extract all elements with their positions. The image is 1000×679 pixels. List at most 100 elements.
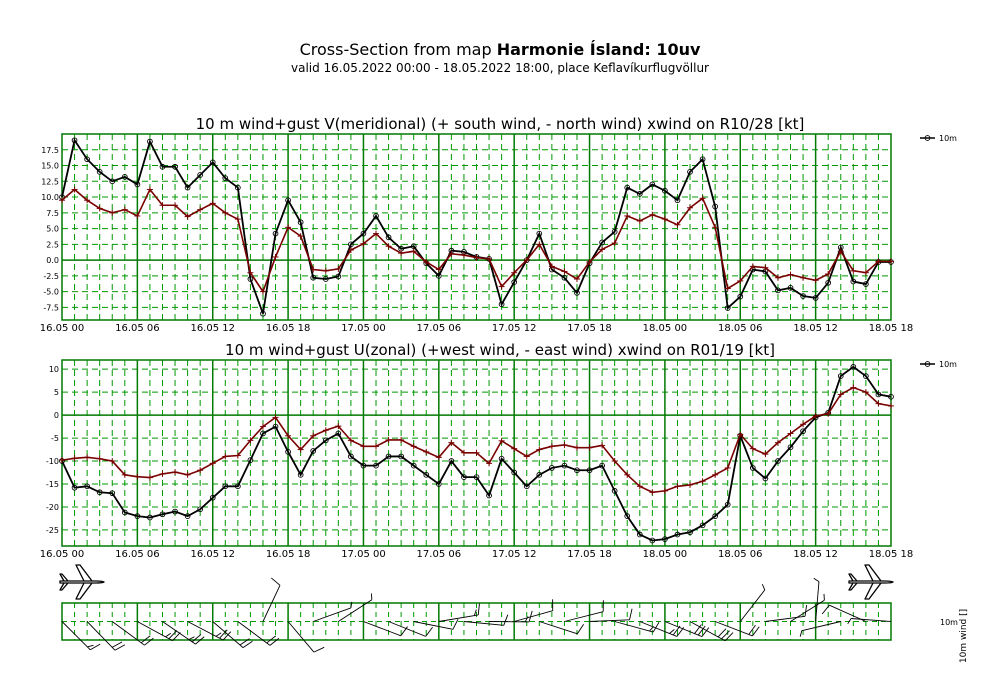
wind-point: [260, 310, 266, 317]
gust-point: [800, 421, 807, 428]
wind-point: [96, 489, 103, 496]
y-tick-label: 0.0: [46, 256, 59, 265]
gust-point: [724, 464, 731, 471]
wind-point: [310, 448, 317, 454]
gust-point: [862, 269, 869, 276]
gust-point: [548, 263, 555, 270]
wind-point: [724, 501, 731, 508]
wind-point: [410, 462, 417, 469]
wind-point: [335, 273, 342, 280]
wind-point: [486, 492, 492, 499]
wind-point: [863, 281, 869, 287]
gust-point: [573, 276, 580, 283]
wind-point: [699, 522, 706, 529]
gust-point: [335, 265, 342, 272]
x-tick-label: 17.05 06: [417, 549, 462, 560]
wind-point: [335, 430, 342, 437]
x-tick-label: 16.05 18: [266, 323, 311, 334]
wind-point: [536, 471, 543, 478]
gust-point: [385, 243, 392, 250]
wind-point: [649, 537, 656, 544]
x-tick-label: 18.05 06: [718, 549, 763, 560]
gust-point: [410, 443, 417, 450]
gust-point: [373, 443, 380, 450]
wind-point: [121, 174, 128, 180]
gust-point: [599, 246, 606, 253]
wind-point: [121, 509, 128, 516]
gust-point: [172, 202, 179, 209]
wind-point: [687, 529, 693, 536]
gust-point: [473, 449, 480, 456]
wind-barb: [589, 608, 633, 622]
wind-point: [197, 506, 204, 513]
gust-point: [259, 288, 266, 295]
wind-barb: [714, 621, 760, 637]
gust-point: [96, 205, 103, 212]
wind-barb: [137, 621, 181, 642]
wind-point: [260, 430, 266, 437]
gust-point: [699, 478, 706, 485]
gust-point: [561, 441, 568, 448]
gust-point: [360, 240, 367, 247]
wind-point: [373, 213, 379, 219]
wind-barb: [813, 577, 820, 622]
gust-point: [511, 445, 518, 452]
gust-point: [460, 449, 467, 456]
gust-point: [850, 384, 857, 391]
gust-point: [661, 216, 668, 223]
x-tick-label: 17.05 18: [567, 323, 612, 334]
gust-point: [448, 250, 455, 257]
chart-meridional-title: 10 m wind+gust V(meridional) (+ south wi…: [196, 115, 805, 133]
wind-point: [385, 234, 392, 241]
wind-point: [84, 156, 90, 163]
wind-point: [197, 172, 204, 178]
wind-point: [624, 513, 631, 519]
wind-point: [209, 494, 216, 501]
gust-point: [360, 443, 367, 450]
y-tick-label: 5: [54, 388, 59, 397]
wind-barb-panel: [61, 577, 892, 653]
wind-point: [586, 467, 593, 474]
wind-barb: [413, 618, 459, 630]
gust-point: [536, 446, 543, 453]
gust-point: [59, 457, 65, 464]
gust-point: [134, 212, 141, 219]
gust-point: [310, 266, 317, 273]
x-tick-label: 17.05 18: [567, 549, 612, 560]
wind-barb: [463, 614, 509, 626]
gust-point: [737, 277, 744, 284]
wind-barb: [799, 621, 841, 637]
wind-point: [712, 203, 719, 210]
gust-point: [473, 254, 480, 261]
gust-point: [297, 446, 304, 453]
gust-point: [134, 473, 141, 480]
wind-point: [435, 481, 442, 487]
wind-point: [473, 474, 480, 480]
plot-frame: [61, 359, 892, 547]
wind-line: [61, 365, 892, 542]
gust-point: [774, 274, 781, 281]
y-tick-label: -7.5: [43, 303, 59, 312]
legend: 10m: [920, 360, 957, 369]
wind-point: [147, 138, 153, 145]
wind-point: [611, 488, 618, 494]
wind-point: [825, 279, 832, 286]
wind-point: [536, 230, 543, 237]
gust-point: [624, 471, 631, 478]
y-tick-label: 15.0: [41, 162, 59, 171]
gust-point: [498, 437, 505, 444]
y-tick-label: -10: [46, 457, 59, 466]
gust-point: [536, 241, 543, 248]
legend-marker: [924, 361, 931, 367]
wind-point: [322, 437, 329, 444]
gust-point: [197, 467, 204, 474]
gust-point: [222, 209, 229, 216]
wind-barb: [363, 621, 408, 637]
wind-point: [561, 274, 568, 281]
gust-point: [699, 195, 706, 202]
gust-point: [410, 248, 417, 255]
gust-point: [59, 197, 65, 204]
gust-series: [59, 186, 894, 295]
gust-point: [285, 432, 292, 439]
gust-point: [523, 453, 530, 460]
